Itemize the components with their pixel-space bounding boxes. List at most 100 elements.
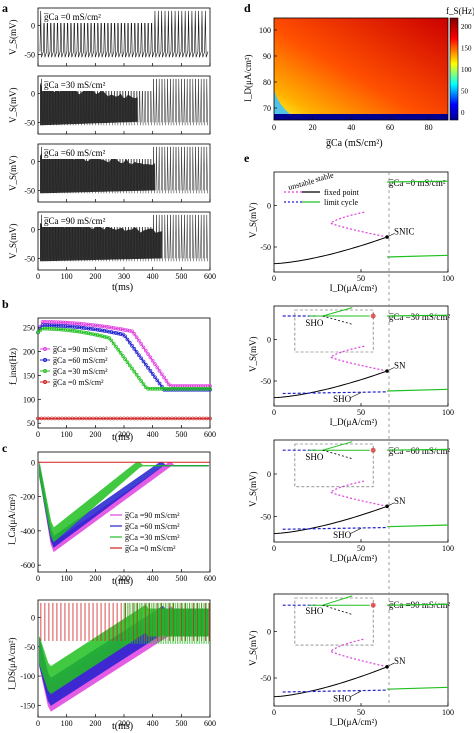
inset-marker bbox=[371, 314, 376, 319]
sho-arrow bbox=[351, 393, 361, 398]
bifurcation-label: SN bbox=[394, 361, 406, 371]
panel-e-ytick-label: 0 bbox=[267, 627, 271, 636]
panel-b-ytick-label: 250 bbox=[23, 324, 35, 333]
panel-a-xtick-label: 0 bbox=[36, 272, 40, 281]
heatmap-zero-band bbox=[274, 114, 448, 120]
panel-b-xtick-label: 600 bbox=[204, 430, 216, 439]
colorbar-tick-label: 50 bbox=[461, 88, 469, 96]
panel-e-ytick-label: -50 bbox=[260, 674, 271, 683]
panel-e-xtick-label: 0 bbox=[272, 544, 276, 553]
panel-e-gca-label: g̅Ca =30 mS/cm² bbox=[388, 312, 450, 322]
sho-label: SHO bbox=[305, 318, 324, 328]
panel-b-xtick-label: 100 bbox=[61, 430, 73, 439]
colorbar-tick-label: 100 bbox=[461, 66, 472, 74]
panel-b-legend-label: g̅Ca =0 mS/cm² bbox=[52, 378, 104, 387]
panel-c-xtick-label: 400 bbox=[147, 574, 159, 583]
panel-b-xtick-label: 400 bbox=[147, 430, 159, 439]
panel-e-xtick-label: 100 bbox=[442, 544, 454, 553]
fixed-point-unstable bbox=[330, 481, 387, 507]
panel-label-b: b bbox=[2, 297, 9, 311]
panel-c-ytick-label: -400 bbox=[20, 527, 35, 536]
panel-a-xlabel: t(ms) bbox=[112, 282, 133, 293]
panel-b-xtick-label: 0 bbox=[36, 430, 40, 439]
panel-b-ytick-label: 100 bbox=[23, 395, 35, 404]
legend-fixed-point: fixed point bbox=[324, 188, 360, 197]
panel-a-ytick-label: 0 bbox=[31, 157, 35, 166]
bifurcation-point bbox=[385, 665, 389, 669]
panel-d-ytick-label: 70 bbox=[263, 104, 271, 113]
bifurcation-point bbox=[385, 369, 389, 373]
panel-b-ytick-label: 200 bbox=[23, 347, 35, 356]
panel-a-ytick-label: 0 bbox=[31, 89, 35, 98]
inset-marker bbox=[371, 603, 376, 608]
panel-a-legend: g̅Ca =90 mS/cm² bbox=[43, 216, 105, 226]
colorbar-tick-label: 0 bbox=[461, 109, 465, 117]
panel-a-ylabel: V_S(mV) bbox=[8, 19, 18, 55]
limit-cycle-min bbox=[387, 389, 448, 391]
limit-cycle-max bbox=[387, 315, 448, 316]
panel-b-xtick-label: 200 bbox=[89, 430, 101, 439]
panel-e-xtick-label: 50 bbox=[357, 408, 365, 417]
limit-cycle-min bbox=[387, 687, 448, 689]
limit-cycle-min bbox=[387, 525, 448, 527]
panel-e-ytick-label: -50 bbox=[260, 243, 271, 252]
panel-c2-ytick-label: 0 bbox=[31, 614, 35, 623]
panel-a-xtick-label: 600 bbox=[204, 272, 216, 281]
fixed-point-unstable bbox=[330, 346, 387, 371]
panel-c-dendrite-soma-current: 0-50-100-1500 100 200 300 400 500 600 bbox=[20, 600, 216, 728]
panel-c2-ylabel: I_DS(μA/cm²) bbox=[7, 637, 17, 690]
panel-b-frequency-plot: 250200150100500 100 200 300 400 500 600g̅Ca =9… bbox=[23, 318, 216, 439]
panel-c2-xtick-label: 200 bbox=[89, 719, 101, 728]
panel-d-ytick-label: 80 bbox=[263, 78, 271, 87]
inset-marker bbox=[371, 448, 376, 453]
panel-a-legend: g̅Ca =0 mS/cm² bbox=[43, 12, 101, 22]
panel-b-xtick-label: 500 bbox=[175, 430, 187, 439]
limit-cycle-min bbox=[387, 255, 448, 257]
panel-c-xtick-label: 100 bbox=[61, 574, 73, 583]
sho-arrow bbox=[351, 691, 361, 697]
panel-b-xlabel: t(ms) bbox=[112, 432, 133, 443]
panel-b-legend-label: g̅Ca =90 mS/cm² bbox=[52, 345, 108, 354]
inset-branch2 bbox=[323, 316, 353, 324]
fixed-point-unstable bbox=[330, 639, 387, 667]
panel-d-xlabel: g̅Ca (mS/cm²) bbox=[326, 138, 383, 149]
inset-branch bbox=[323, 442, 353, 451]
bifurcation-point bbox=[385, 235, 389, 239]
limit-cycle-max bbox=[387, 181, 448, 182]
panel-d-ylabel: I_D(μA/cm²) bbox=[243, 54, 253, 102]
limit-cycle-max bbox=[387, 449, 448, 450]
panel-e-ytick-label: 0 bbox=[267, 335, 271, 344]
panel-c-legend-label: g̅Ca =60 mS/cm² bbox=[124, 522, 180, 531]
panel-c-ytick-label: -200 bbox=[20, 493, 35, 502]
panel-e-xlabel: I_D(μA/cm²) bbox=[330, 417, 378, 427]
panel-label-c: c bbox=[2, 441, 8, 455]
panel-b-ytick-label: 150 bbox=[23, 371, 35, 380]
legend-limit-cycle: limit cycle bbox=[324, 198, 358, 207]
panel-a-ytick-label: 0 bbox=[31, 21, 35, 30]
panel-label-e: e bbox=[244, 151, 250, 165]
unstable-limit-cycle-min bbox=[283, 690, 387, 692]
panel-c2-ytick-label: -50 bbox=[24, 643, 35, 652]
panel-e-ylabel: V_S(mV) bbox=[248, 336, 258, 372]
panel-label-d: d bbox=[244, 1, 251, 15]
panel-a-ylabel: V_S(mV) bbox=[8, 87, 18, 123]
panel-d-heatmap bbox=[274, 18, 458, 120]
heatmap-area bbox=[274, 18, 448, 120]
panel-e-gca-label: g̅Ca =60 mS/cm² bbox=[388, 446, 450, 456]
panel-a-ytick-label: -50 bbox=[24, 186, 35, 195]
fixed-point-stable bbox=[274, 238, 385, 264]
panel-e-ytick-label: -50 bbox=[260, 513, 271, 522]
panel-d-xtick-label: 60 bbox=[386, 123, 394, 132]
panel-c-ytick-label: -600 bbox=[20, 561, 35, 570]
panel-c2-ytick-label: -100 bbox=[20, 672, 35, 681]
panel-d-xtick-label: 40 bbox=[347, 123, 355, 132]
panel-c2-xtick-label: 600 bbox=[204, 719, 216, 728]
panel-a-xtick-label: 400 bbox=[147, 272, 159, 281]
inset-branch bbox=[323, 308, 353, 316]
sho-label-bottom: SHO bbox=[333, 394, 352, 404]
panel-c-ytick-label: 0 bbox=[31, 458, 35, 467]
panel-a-legend: g̅Ca =30 mS/cm² bbox=[43, 80, 105, 90]
panel-c2-xtick-label: 100 bbox=[61, 719, 73, 728]
panel-c-xlabel: t(ms) bbox=[112, 576, 133, 587]
panel-e-xtick-label: 100 bbox=[442, 408, 454, 417]
